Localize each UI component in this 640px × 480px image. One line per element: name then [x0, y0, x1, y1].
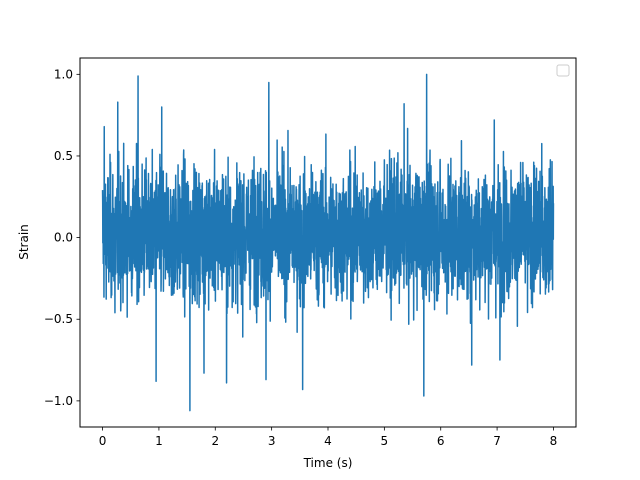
y-tick-label: 0.0 [54, 231, 73, 245]
x-axis-label: Time (s) [303, 456, 353, 470]
x-tick-label: 0 [99, 434, 107, 448]
y-tick-label: 0.5 [54, 149, 73, 163]
x-tick-label: 5 [381, 434, 389, 448]
x-axis-ticks: 0 1 2 3 4 5 6 7 8 [99, 427, 558, 448]
x-tick-label: 7 [493, 434, 501, 448]
x-tick-label: 2 [211, 434, 219, 448]
legend-box [556, 64, 570, 77]
x-tick-label: 1 [155, 434, 163, 448]
x-tick-label: 4 [324, 434, 332, 448]
y-tick-label: −1.0 [44, 394, 73, 408]
y-axis-label: Strain [17, 224, 31, 260]
strain-series-line [101, 73, 555, 412]
y-tick-label: −0.5 [44, 312, 73, 326]
series-layer [101, 73, 555, 412]
y-tick-label: 1.0 [54, 67, 73, 81]
x-tick-label: 6 [437, 434, 445, 448]
y-axis-ticks: −1.0 −0.5 0.0 0.5 1.0 [44, 67, 80, 408]
x-tick-label: 8 [550, 434, 558, 448]
x-tick-label: 3 [268, 434, 276, 448]
